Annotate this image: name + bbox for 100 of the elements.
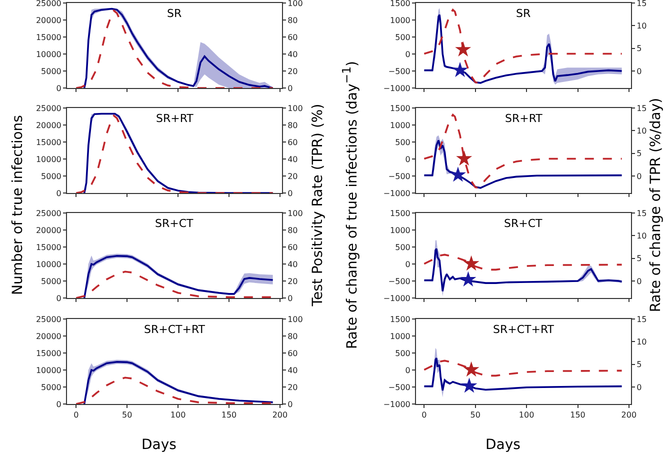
y-tick-label: 5000 <box>41 172 62 181</box>
x-axis-title: Days <box>486 437 520 453</box>
chart-title: SR+CT+RT <box>144 323 206 336</box>
y2-tick-label: 15 <box>636 104 647 113</box>
y-tick-label: −1000 <box>383 400 410 409</box>
y-tick-label: 15000 <box>36 242 62 252</box>
x-tick-label: 150 <box>570 410 586 420</box>
y2-tick-label: 5 <box>636 44 642 54</box>
y-tick-label: 1000 <box>390 16 410 25</box>
y-tick-label: 1500 <box>390 0 410 8</box>
y2-tick-label: 100 <box>288 208 303 218</box>
y2-tick-label: 60 <box>288 32 298 42</box>
y2-tick-label: 20 <box>288 66 298 76</box>
y2-tick-label: 40 <box>288 260 298 269</box>
y-tick-label: 500 <box>395 138 410 147</box>
y-tick-label: 25000 <box>36 208 62 218</box>
chart-title: SR+CT+RT <box>493 323 554 336</box>
y2-tick-label: 60 <box>288 348 298 358</box>
y-tick-label: 500 <box>395 242 410 252</box>
y2-tick-label: 5 <box>636 254 642 264</box>
y-tick-label: 10000 <box>36 154 62 164</box>
y2-tick-label: 0 <box>288 84 293 93</box>
y2-tick-label: 15 <box>636 208 647 218</box>
y2-tick-label: 10 <box>636 337 647 346</box>
y-tick-label: 500 <box>395 348 410 358</box>
y2-tick-label: 60 <box>288 242 298 252</box>
y-tick-label: 1500 <box>390 208 410 218</box>
y-tick-label: −1000 <box>383 294 410 303</box>
y-tick-label: 25000 <box>36 314 62 324</box>
y-tick-label: 0 <box>405 50 410 59</box>
y2-tick-label: 20 <box>288 172 298 181</box>
y2-tick-label: 80 <box>288 226 298 235</box>
y2-tick-label: 5 <box>636 360 642 370</box>
y2-tick-label: 0 <box>288 294 293 303</box>
chart-title: SR <box>516 7 531 20</box>
y-tick-label: −1000 <box>383 188 410 198</box>
y-tick-label: −500 <box>388 172 410 181</box>
y2-tick-label: 100 <box>288 104 303 113</box>
chart-title: SR+RT <box>156 112 194 125</box>
x-tick-label: 0 <box>422 410 427 420</box>
y2-tick-label: 0 <box>636 382 642 392</box>
x-tick-label: 50 <box>470 410 480 420</box>
y-tick-label: 15000 <box>36 348 62 358</box>
y-tick-label: 15000 <box>36 138 62 147</box>
x-tick-label: 150 <box>221 410 237 420</box>
y-tick-label: 5000 <box>41 382 62 392</box>
chart-title: SR+CT <box>155 217 194 230</box>
y-tick-label: 5000 <box>41 276 62 286</box>
y2-tick-label: 0 <box>636 172 642 181</box>
x-tick-label: 200 <box>272 410 288 420</box>
y-tick-label: 20000 <box>36 120 62 130</box>
y2-tick-label: 80 <box>288 120 298 130</box>
y2-tick-label: 60 <box>288 138 298 147</box>
chart-title: SR+CT <box>504 217 543 230</box>
y-tick-label: 5000 <box>41 66 62 76</box>
y-tick-label: 10000 <box>36 50 62 59</box>
x-tick-label: 100 <box>170 410 186 420</box>
y-tick-label: −1000 <box>383 84 410 93</box>
x-tick-label: 50 <box>122 410 132 420</box>
y-tick-label: −500 <box>388 276 410 286</box>
y2-tick-label: 100 <box>288 314 303 324</box>
y2-tick-label: 0 <box>636 66 642 76</box>
y-tick-label: 1000 <box>390 332 410 341</box>
y2-tick-label: 40 <box>288 366 298 375</box>
y2-tick-label: 40 <box>288 50 298 59</box>
y2-tick-label: 0 <box>288 400 293 409</box>
y-tick-label: 20000 <box>36 332 62 341</box>
y-tick-label: 1500 <box>390 314 410 324</box>
y2-tick-label: 0 <box>288 188 293 198</box>
y-tick-label: 10000 <box>36 366 62 375</box>
x-tick-label: 200 <box>621 410 637 420</box>
x-tick-label: 100 <box>518 410 534 420</box>
y2-tick-label: 80 <box>288 16 298 25</box>
y2-tick-label: 40 <box>288 154 298 164</box>
chart-title: SR+RT <box>505 112 543 125</box>
y2-tick-label: 10 <box>636 231 647 240</box>
y2-tick-label: 0 <box>636 276 642 286</box>
y2-tick-label: 20 <box>288 382 298 392</box>
y2-tick-label: 10 <box>636 126 647 136</box>
y-tick-label: 1000 <box>390 120 410 130</box>
y-tick-label: 25000 <box>36 104 62 113</box>
y2-tick-label: 15 <box>636 314 647 324</box>
y-tick-label: −500 <box>388 66 410 76</box>
y-tick-label: 500 <box>395 32 410 42</box>
x-axis-title: Days <box>142 437 176 453</box>
y2-axis-title: Rate of change of TPR (%/day) <box>648 98 664 312</box>
y-tick-label: 0 <box>56 188 62 198</box>
y-tick-label: −500 <box>388 382 410 392</box>
y2-axis-title: Test Positivity Rate (TPR) (%) <box>310 104 326 306</box>
y2-tick-label: 10 <box>636 21 647 30</box>
y-tick-label: 20000 <box>36 16 62 25</box>
y-tick-label: 25000 <box>36 0 62 8</box>
y-tick-label: 15000 <box>36 32 62 42</box>
y2-tick-label: 20 <box>288 276 298 286</box>
y2-tick-label: 100 <box>288 0 303 8</box>
x-tick-label: 0 <box>74 410 79 420</box>
y-tick-label: 0 <box>56 84 62 93</box>
y-tick-label: 0 <box>56 400 62 409</box>
y2-tick-label: 15 <box>636 0 647 8</box>
y2-tick-label: 80 <box>288 332 298 341</box>
